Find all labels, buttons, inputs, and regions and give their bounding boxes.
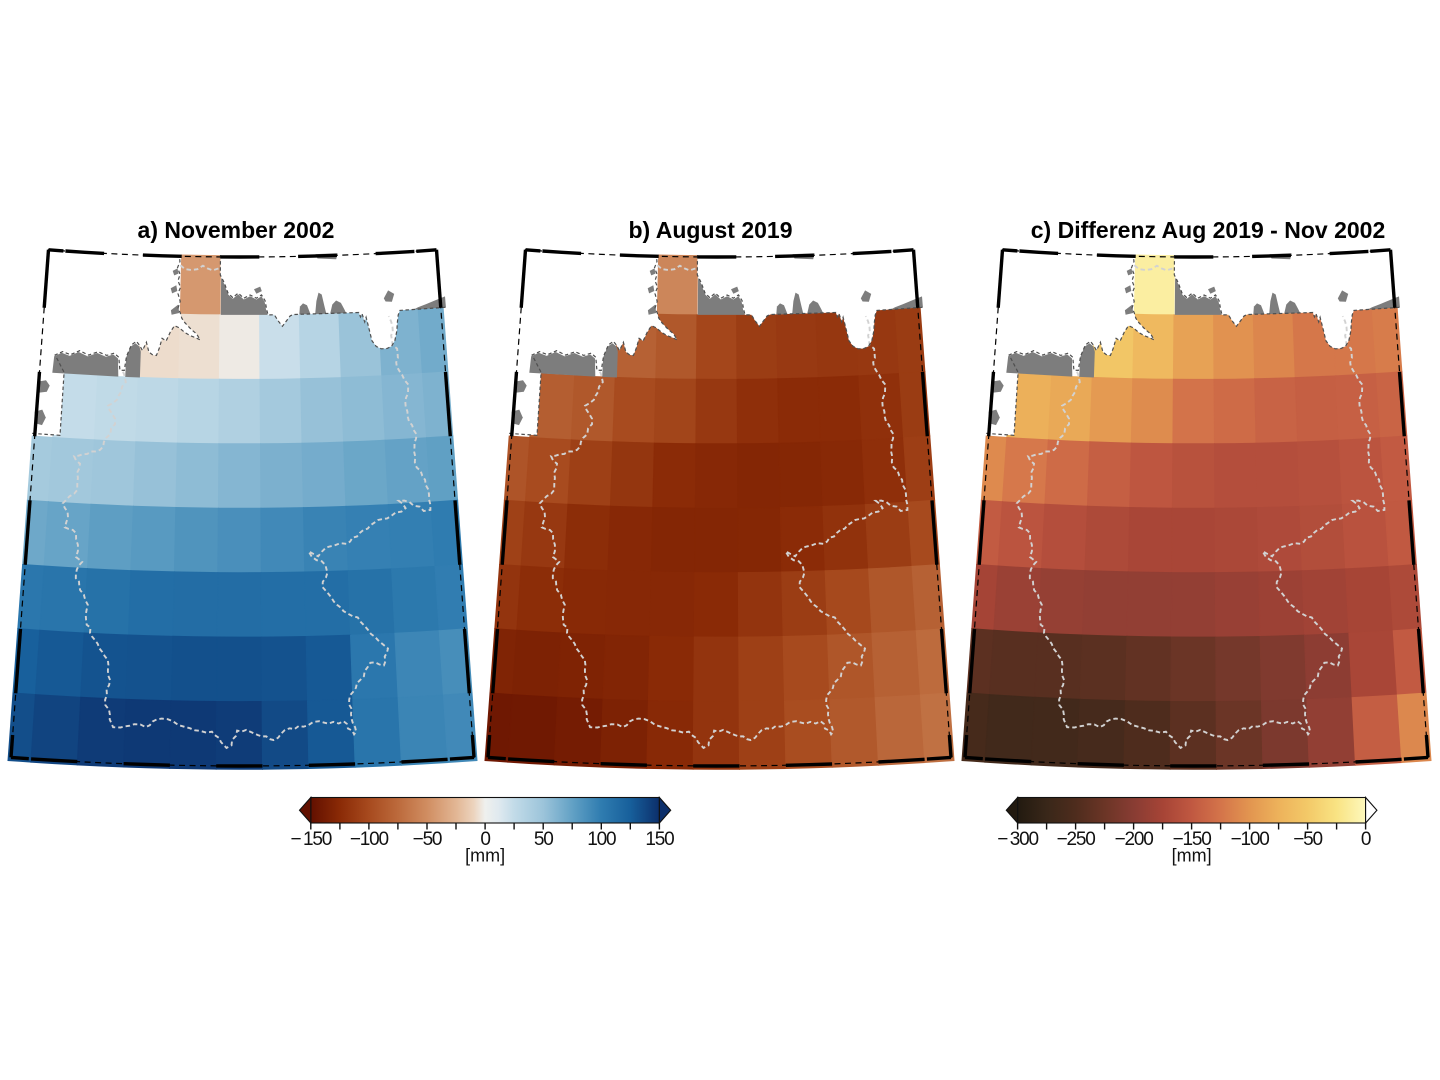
svg-text:−50: −50 — [1293, 829, 1322, 850]
svg-text:− 150: − 150 — [290, 829, 331, 850]
svg-text:[mm]: [mm] — [1172, 846, 1212, 866]
svg-text:50: 50 — [534, 829, 553, 850]
svg-text:[mm]: [mm] — [465, 846, 505, 866]
svg-text:−100: −100 — [350, 829, 389, 850]
svg-text:c) Differenz Aug 2019 - Nov 20: c) Differenz Aug 2019 - Nov 2002 — [1031, 217, 1386, 243]
svg-text:b) August 2019: b) August 2019 — [628, 217, 792, 243]
svg-text:−50: −50 — [413, 829, 442, 850]
svg-text:−200: −200 — [1115, 829, 1154, 850]
svg-text:−150: −150 — [1173, 829, 1212, 850]
svg-text:100: 100 — [587, 829, 616, 850]
svg-text:a) November 2002: a) November 2002 — [138, 217, 335, 243]
svg-text:0: 0 — [1361, 829, 1371, 850]
svg-text:−100: −100 — [1231, 829, 1270, 850]
svg-text:0: 0 — [480, 829, 490, 850]
svg-text:− 300: − 300 — [997, 829, 1038, 850]
svg-text:150: 150 — [645, 829, 674, 850]
svg-text:−250: −250 — [1057, 829, 1096, 850]
